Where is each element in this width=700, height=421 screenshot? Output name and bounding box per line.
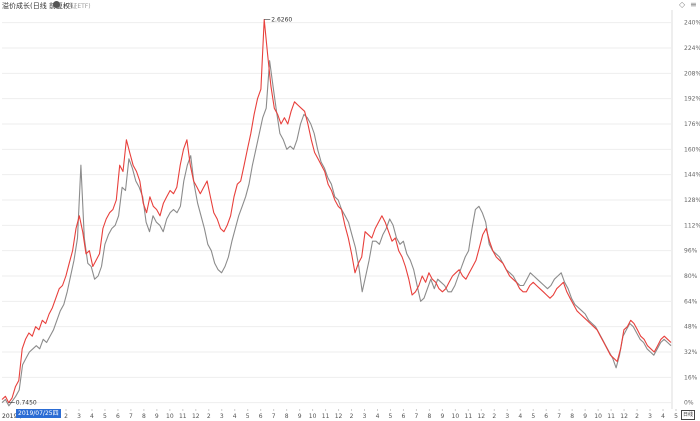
x-tick-label: 6 xyxy=(402,413,406,420)
x-tick-label: 9 xyxy=(298,413,302,420)
x-tick-label: 8 xyxy=(427,413,431,420)
y-tick-label: 128% xyxy=(684,197,700,204)
x-tick-label: 2 xyxy=(492,413,496,420)
x-tick-label: 7 xyxy=(272,413,276,420)
x-tick-label: 9 xyxy=(440,413,444,420)
x-tick-label: 5 xyxy=(531,413,535,420)
x-tick-label: 10 xyxy=(594,413,602,420)
y-tick-label: 144% xyxy=(684,172,700,179)
annotation-label: 0.7450 xyxy=(16,400,37,407)
y-tick-label: 16% xyxy=(684,374,698,381)
series-line-gray[interactable] xyxy=(1,60,672,407)
y-tick-label: 192% xyxy=(684,96,700,103)
x-tick-label: 11 xyxy=(179,413,187,420)
y-tick-label: 32% xyxy=(684,349,698,356)
y-tick-label: 112% xyxy=(684,222,700,229)
x-tick-label: 4 xyxy=(233,413,237,420)
y-tick-label: 0% xyxy=(684,400,694,407)
x-tick-label: 12 xyxy=(620,413,628,420)
series-line-red[interactable] xyxy=(1,18,672,404)
x-tick-label: 9 xyxy=(155,413,159,420)
y-tick-label: 64% xyxy=(684,298,698,305)
x-tick-label: 12 xyxy=(335,413,343,420)
x-tick-label: 7 xyxy=(415,413,419,420)
y-tick-label: 160% xyxy=(684,146,700,153)
x-tick-label: 6 xyxy=(259,413,263,420)
x-tick-label: 5 xyxy=(674,413,678,420)
x-tick-label: 6 xyxy=(544,413,548,420)
y-tick-label: 240% xyxy=(684,20,700,27)
menu-icon[interactable]: ≡ xyxy=(690,0,697,9)
x-tick-label: 7 xyxy=(557,413,561,420)
x-tick-label: 2 xyxy=(64,413,68,420)
chart-header: 溢价成长(日线 前复权) (中证ETF) ◇ ≡ xyxy=(0,0,700,14)
y-tick-label: 176% xyxy=(684,121,700,128)
start-year-label: 2019年 xyxy=(2,413,24,420)
x-tick-label: 10 xyxy=(309,413,317,420)
x-tick-label: 2 xyxy=(207,413,211,420)
y-tick-label: 224% xyxy=(684,45,700,52)
x-tick-label: 9 xyxy=(583,413,587,420)
selected-date-badge[interactable]: 2019/07/25四 xyxy=(16,409,61,418)
annotation-label: 2.6260 xyxy=(271,17,292,24)
x-tick-label: 7 xyxy=(129,413,133,420)
x-tick-label: 5 xyxy=(246,413,250,420)
x-tick-label: 3 xyxy=(648,413,652,420)
x-tick-label: 4 xyxy=(661,413,665,420)
x-tick-label: 3 xyxy=(77,413,81,420)
x-tick-label: 3 xyxy=(363,413,367,420)
x-tick-label: 11 xyxy=(322,413,330,420)
x-tick-label: 11 xyxy=(465,413,473,420)
chart-title: 溢价成长(日线 前复权) xyxy=(2,2,73,10)
diamond-icon[interactable]: ◇ xyxy=(679,0,686,9)
x-tick-label: 4 xyxy=(376,413,380,420)
y-tick-label: 80% xyxy=(684,273,698,280)
period-unit-button[interactable]: 日线 xyxy=(681,410,696,420)
x-tick-label: 4 xyxy=(90,413,94,420)
chart-subtitle: (中证ETF) xyxy=(63,3,91,10)
x-tick-label: 11 xyxy=(607,413,615,420)
time-axis-bar: 2019年 2019/07/25四 日线 xyxy=(0,409,700,421)
x-tick-label: 2 xyxy=(635,413,639,420)
x-tick-label: 10 xyxy=(166,413,174,420)
x-tick-label: 8 xyxy=(142,413,146,420)
x-tick-label: 4 xyxy=(518,413,522,420)
x-tick-label: 8 xyxy=(285,413,289,420)
x-tick-label: 5 xyxy=(103,413,107,420)
x-tick-label: 10 xyxy=(452,413,460,420)
x-tick-label: 12 xyxy=(192,413,200,420)
y-tick-label: 48% xyxy=(684,324,698,331)
x-tick-label: 2 xyxy=(350,413,354,420)
x-tick-label: 3 xyxy=(220,413,224,420)
y-tick-label: 96% xyxy=(684,248,698,255)
x-tick-label: 12 xyxy=(477,413,485,420)
settings-icon[interactable] xyxy=(53,1,60,8)
x-tick-label: 3 xyxy=(505,413,509,420)
x-tick-label: 6 xyxy=(116,413,120,420)
x-tick-label: 5 xyxy=(389,413,393,420)
y-tick-label: 208% xyxy=(684,70,700,77)
x-tick-label: 8 xyxy=(570,413,574,420)
